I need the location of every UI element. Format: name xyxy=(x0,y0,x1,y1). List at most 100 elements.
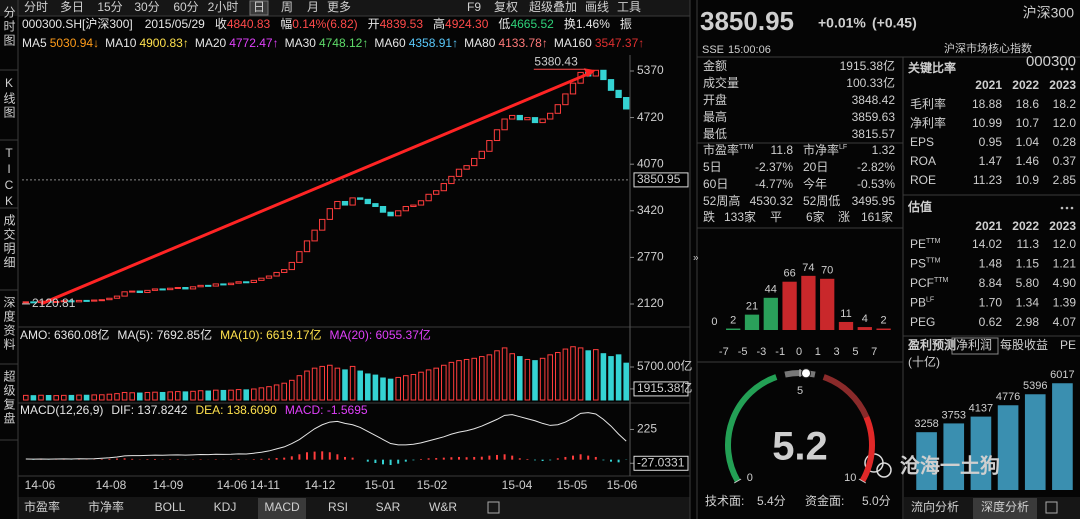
candle xyxy=(448,175,455,185)
bottom-tabs-bg xyxy=(18,497,690,519)
value-label: 3258 xyxy=(914,418,938,430)
field-label: 幅 xyxy=(280,16,292,31)
field-value: 4840.83 xyxy=(227,17,271,31)
indicator: MA(10): 6619.17亿 xyxy=(220,327,321,342)
side-tab[interactable]: K线图 xyxy=(2,76,16,120)
candle xyxy=(258,277,265,281)
cell-value: 0.62 xyxy=(979,315,1003,329)
metric-name: 市盈率 xyxy=(703,142,739,157)
analysis-tab[interactable]: 流向分析 xyxy=(911,499,959,514)
period-tab[interactable]: 周 xyxy=(281,0,293,14)
candle xyxy=(387,211,394,217)
volume-bar xyxy=(190,390,196,401)
tool-button[interactable]: F9 xyxy=(467,0,481,14)
gauge-arc xyxy=(822,374,870,419)
candle xyxy=(136,290,143,294)
indicator-tab[interactable]: 市净率 xyxy=(88,499,124,514)
volume-bar xyxy=(570,346,576,401)
cell-value: 1.21 xyxy=(1053,257,1077,271)
side-tab[interactable]: 超级复盘 xyxy=(2,369,16,426)
legend-name: MA30 xyxy=(285,36,317,50)
candle xyxy=(607,79,615,91)
volume-bar xyxy=(577,347,584,401)
row-name: PSTTM xyxy=(910,257,941,271)
bar xyxy=(1052,383,1073,490)
volume-bar xyxy=(319,365,325,401)
indicator-legend: AMO: 6360.08亿 MA(5): 7692.85亿 MA(10): 6619… xyxy=(20,327,431,342)
cell-value: 18.2 xyxy=(1053,97,1077,111)
value-label: 4776 xyxy=(996,391,1020,403)
field-value: 1.46% xyxy=(576,17,610,31)
indicator-legend: MACD(12,26,9) DIF: 137.8242 DEA: 138.6090 M… xyxy=(20,403,368,417)
forecast-tab[interactable]: 净利润 xyxy=(956,338,992,352)
volume-bar xyxy=(91,394,97,401)
candle xyxy=(433,190,440,195)
period-tab[interactable]: 更多 xyxy=(327,0,351,14)
side-tab[interactable]: 分时图 xyxy=(2,6,16,48)
period-tab[interactable]: 60分 xyxy=(173,0,198,14)
candle xyxy=(129,290,136,293)
tab-settings-icon[interactable] xyxy=(487,501,500,514)
metric-label: 52周低 xyxy=(803,194,840,208)
period-tab[interactable]: 30分 xyxy=(134,0,159,14)
indicator-tab[interactable]: SAR xyxy=(376,500,401,514)
indicator-tab[interactable]: KDJ xyxy=(214,500,237,514)
indicator-tab[interactable]: RSI xyxy=(328,500,348,514)
period-tab[interactable]: 2小时 xyxy=(208,0,239,14)
candle xyxy=(478,150,485,159)
period-tab[interactable]: 15分 xyxy=(97,0,122,14)
period-tab[interactable]: 多日 xyxy=(60,0,84,14)
tab-settings-icon[interactable] xyxy=(1045,501,1058,514)
volume-bar xyxy=(83,394,90,401)
stock-code: 000300.SH[沪深300] xyxy=(22,17,133,31)
collapse-icon[interactable]: » xyxy=(693,253,699,264)
volume-bar xyxy=(121,391,128,401)
candle xyxy=(106,297,113,301)
forecast-tab[interactable]: 盈利预测 xyxy=(907,337,956,352)
stat-label: 开盘 xyxy=(703,92,727,107)
forecast-tab[interactable]: 每股收益 xyxy=(1000,337,1048,352)
forecast-tab[interactable]: PE xyxy=(1060,338,1076,352)
tool-button[interactable]: 工具 xyxy=(617,0,641,14)
period-tab[interactable]: 月 xyxy=(307,0,319,14)
tool-button[interactable]: 超级叠加 xyxy=(529,0,577,14)
side-tab[interactable]: 深度资料 xyxy=(2,296,16,352)
indicator-tab[interactable]: MACD xyxy=(264,500,300,514)
candle xyxy=(250,279,257,283)
indicator-tab[interactable]: 市盈率 xyxy=(24,499,60,514)
change-pct: +0.01% xyxy=(818,15,866,31)
tool-button[interactable]: 画线 xyxy=(585,0,609,14)
x-tick-label: -7 xyxy=(719,346,729,358)
field-label: 振 xyxy=(620,17,632,31)
volume-bar xyxy=(539,357,546,401)
metric-value: -4.77% xyxy=(755,177,793,191)
row-label: PCF xyxy=(910,276,934,290)
volume-bar xyxy=(463,358,470,401)
row-name: 净利率 xyxy=(910,115,946,130)
cell-value: 1.48 xyxy=(979,257,1003,271)
side-tab[interactable]: TICK xyxy=(2,146,16,210)
row-sup: TTM xyxy=(926,238,941,245)
metric-name: 市净率 xyxy=(803,142,839,157)
candle xyxy=(281,269,288,273)
volume-bar xyxy=(403,375,409,401)
row-name: PBLF xyxy=(910,296,934,310)
tool-button[interactable]: 复权 xyxy=(494,0,518,14)
row-label: PEG xyxy=(910,315,935,329)
indicator-tab[interactable]: W&R xyxy=(429,500,457,514)
legend-value: 4772.47↑ xyxy=(229,36,278,50)
bar xyxy=(726,328,741,330)
breadth-label: 平 xyxy=(770,210,782,224)
side-tab[interactable]: 成交明细 xyxy=(2,214,16,270)
row-name: EPS xyxy=(910,135,934,149)
x-tick-label: 7 xyxy=(871,346,877,358)
period-tab[interactable]: 分时 xyxy=(24,0,48,14)
volume-bar xyxy=(479,356,485,401)
analysis-tab[interactable]: 深度分析 xyxy=(981,499,1029,514)
indicator-tab[interactable]: BOLL xyxy=(155,500,186,514)
more-icons[interactable] xyxy=(1060,67,1074,210)
x-tick-label: 14-09 xyxy=(153,478,184,492)
period-tab[interactable]: 日 xyxy=(253,0,265,14)
volume-bar xyxy=(509,353,515,401)
unit-label: (十亿) xyxy=(908,354,940,369)
